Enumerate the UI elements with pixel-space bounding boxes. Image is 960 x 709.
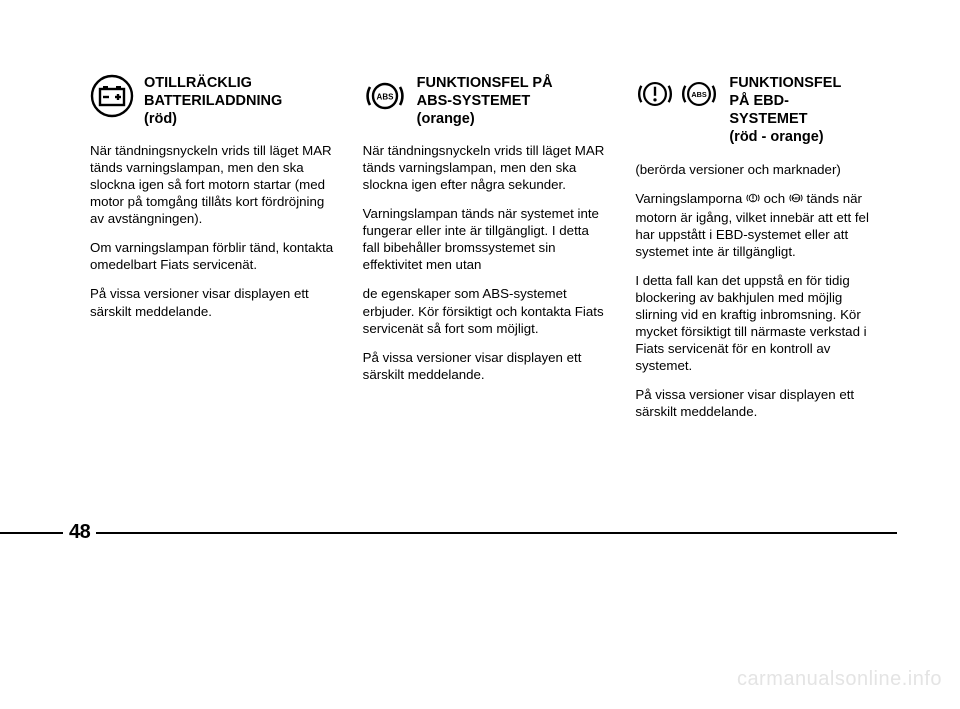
heading-block: ABS FUNKTIONSFEL PÅ EBD- SYSTEMET (röd -… <box>635 74 880 147</box>
text-fragment: och <box>760 191 789 206</box>
body-text: När tändningsnyckeln vrids till läget MA… <box>90 142 335 319</box>
title-line: (röd - orange) <box>729 129 823 145</box>
title-line: FUNKTIONSFEL <box>729 75 841 91</box>
body-text: När tändningsnyckeln vrids till läget MA… <box>363 142 608 382</box>
title-line: (orange) <box>417 111 475 127</box>
watermark: carmanualsonline.info <box>737 668 942 691</box>
paragraph: På vissa versioner visar displayen ett s… <box>90 285 335 319</box>
title-line: PÅ EBD- <box>729 93 789 109</box>
paragraph: Varningslampan tänds när systemet inte f… <box>363 205 608 273</box>
paragraph: På vissa versioner visar displayen ett s… <box>363 349 608 383</box>
manual-page: OTILLRÄCKLIG BATTERILADDNING (röd) När t… <box>0 0 960 709</box>
title-line: ABS-SYSTEMET <box>417 93 531 109</box>
heading-text: FUNKTIONSFEL PÅ EBD- SYSTEMET (röd - ora… <box>729 74 841 147</box>
title-line: (röd) <box>144 111 177 127</box>
title-line: BATTERILADDNING <box>144 93 282 109</box>
paragraph: När tändningsnyckeln vrids till läget MA… <box>363 142 608 193</box>
column-battery: OTILLRÄCKLIG BATTERILADDNING (röd) När t… <box>90 74 335 432</box>
paragraph: När tändningsnyckeln vrids till läget MA… <box>90 142 335 227</box>
title-line: FUNKTIONSFEL PÅ <box>417 75 553 91</box>
abs-icon: ABS <box>363 74 407 118</box>
text-fragment: Varningslamporna <box>635 191 746 206</box>
svg-text:ABS: ABS <box>792 196 800 200</box>
footer-rule-right <box>96 532 897 534</box>
page-number: 48 <box>63 521 96 544</box>
brake-warning-icon: ABS <box>635 74 719 114</box>
heading-block: ABS FUNKTIONSFEL PÅ ABS-SYSTEMET (orange… <box>363 74 608 128</box>
body-text: (berörda versioner och marknader) Varnin… <box>635 161 880 420</box>
heading-text: OTILLRÄCKLIG BATTERILADDNING (röd) <box>144 74 282 128</box>
paragraph: I detta fall kan det uppstå en för tidig… <box>635 272 880 374</box>
svg-text:ABS: ABS <box>376 93 394 102</box>
battery-icon <box>90 74 134 118</box>
abs-icon-small: ABS <box>679 74 719 114</box>
heading-block: OTILLRÄCKLIG BATTERILADDNING (röd) <box>90 74 335 128</box>
content-columns: OTILLRÄCKLIG BATTERILADDNING (röd) När t… <box>90 74 880 432</box>
abs-icon-inline: ABS <box>789 191 803 209</box>
footer-rule-left <box>0 532 63 534</box>
title-line: SYSTEMET <box>729 111 807 127</box>
title-line: OTILLRÄCKLIG <box>144 75 252 91</box>
svg-text:ABS: ABS <box>692 90 707 99</box>
paragraph: Varningslamporna och ABS tänds när motor… <box>635 190 880 260</box>
paragraph: de egenskaper som ABS-systemet erbjuder.… <box>363 285 608 336</box>
page-footer: 48 <box>0 521 960 544</box>
heading-text: FUNKTIONSFEL PÅ ABS-SYSTEMET (orange) <box>417 74 553 128</box>
column-abs: ABS FUNKTIONSFEL PÅ ABS-SYSTEMET (orange… <box>363 74 608 432</box>
paragraph: (berörda versioner och marknader) <box>635 161 880 178</box>
paragraph: Om varningslampan förblir tänd, kontakta… <box>90 239 335 273</box>
paragraph: På vissa versioner visar displayen ett s… <box>635 386 880 420</box>
brake-warning-icon-inline <box>746 191 760 209</box>
column-ebd: ABS FUNKTIONSFEL PÅ EBD- SYSTEMET (röd -… <box>635 74 880 432</box>
